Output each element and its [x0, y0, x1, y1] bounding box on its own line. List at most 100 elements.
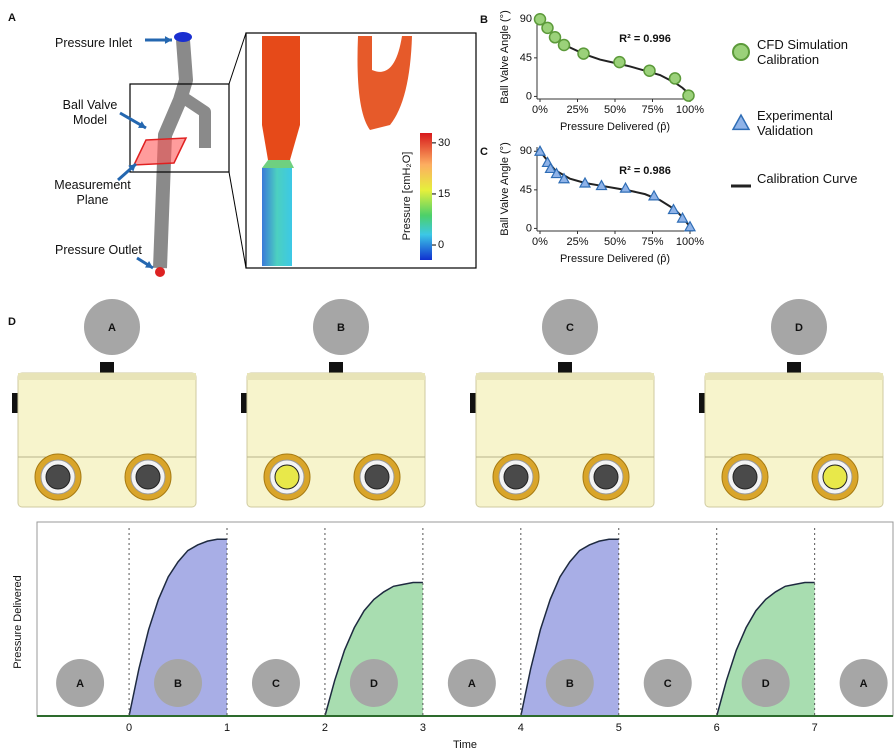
state-label: A — [108, 322, 116, 334]
port-ball — [364, 464, 390, 490]
valve-knob — [329, 362, 343, 374]
y-tick-label: 90 — [520, 13, 532, 25]
colorbar-tick-label: 15 — [438, 188, 450, 200]
arrow-head — [138, 121, 146, 128]
y-axis-label: Ball Valve Angle (°) — [499, 142, 511, 235]
phase-label: C — [664, 678, 672, 690]
y-tick-label: 0 — [526, 222, 532, 234]
tube — [180, 93, 211, 148]
state-label: D — [795, 322, 803, 334]
x-tick-label: 7 — [812, 722, 818, 734]
pressure-outlet-label: Pressure Outlet — [55, 243, 142, 257]
port-ball — [732, 464, 758, 490]
data-point — [595, 179, 608, 191]
x-tick-label: 2 — [322, 722, 328, 734]
phase-label: B — [174, 678, 182, 690]
pressure-inlet-label: Pressure Inlet — [55, 36, 133, 50]
phase-badge — [545, 659, 594, 707]
phase-badge — [56, 659, 105, 707]
x-tick-label: 0% — [532, 236, 548, 248]
colorbar-tick-label: 0 — [438, 239, 444, 251]
port-ball — [274, 464, 300, 490]
valve-top — [18, 373, 196, 380]
x-tick-label: 0% — [532, 104, 548, 116]
calibration-curve — [539, 18, 691, 96]
state-badge — [84, 299, 140, 355]
data-point — [557, 172, 571, 184]
data-point — [548, 31, 562, 44]
data-point — [643, 64, 656, 77]
data-point — [533, 145, 547, 156]
area-fill — [324, 582, 423, 716]
data-point — [619, 181, 632, 193]
phase-badge — [741, 659, 790, 707]
phase-label: A — [860, 678, 868, 690]
phase-badge — [643, 659, 692, 707]
port-ball — [822, 464, 848, 490]
x-tick-label: 75% — [641, 104, 663, 116]
phase-label: C — [272, 678, 280, 690]
pressure-curve — [324, 581, 423, 717]
tube — [153, 39, 193, 269]
phase-badge — [251, 659, 300, 707]
phase-badge — [349, 659, 398, 707]
flow-red — [357, 36, 412, 130]
colorbar-label: Pressure [cmH₂O] — [401, 152, 413, 241]
x-tick-label: 25% — [566, 104, 588, 116]
legend-text: CFD Simulation Calibration — [757, 37, 849, 67]
valve-side — [12, 393, 19, 413]
panel-label: D — [8, 316, 16, 328]
port-ball — [593, 464, 619, 490]
valve-knob — [558, 362, 572, 374]
phase-label: D — [762, 678, 770, 690]
phase-badge — [447, 659, 496, 707]
data-point — [668, 72, 682, 85]
valve-knob — [787, 362, 801, 374]
data-point — [647, 189, 661, 201]
valve-knob — [100, 362, 114, 374]
data-point — [577, 47, 590, 60]
zoom-box — [129, 83, 230, 173]
flow-mid — [262, 160, 294, 168]
y-axis-label: Pressure Delivered — [12, 575, 24, 669]
state-label: C — [566, 322, 574, 334]
flow-low — [262, 168, 292, 266]
x-tick-label: 0 — [126, 722, 132, 734]
ball-valve-label: Ball Valve Model — [62, 98, 118, 127]
x-tick-label: 1 — [224, 722, 230, 734]
panel-label: A — [8, 12, 16, 24]
area-fill — [129, 539, 228, 716]
arrow-head — [145, 261, 153, 268]
flow-red — [262, 36, 300, 160]
colorbar — [420, 133, 432, 260]
phase-label: D — [370, 678, 378, 690]
x-tick-label: 100% — [676, 236, 704, 248]
x-tick-label: 6 — [714, 722, 720, 734]
x-axis-label: Pressure Delivered (p̂) — [560, 253, 670, 265]
x-axis-label: Pressure Delivered (p̂) — [560, 121, 670, 133]
data-point — [676, 211, 689, 223]
valve-top — [247, 373, 425, 380]
panel-label: B — [480, 14, 488, 26]
data-point — [550, 167, 563, 179]
y-tick-label: 45 — [520, 52, 532, 64]
state-badge — [542, 299, 598, 355]
zoom-line — [228, 32, 247, 85]
valve-side — [241, 393, 248, 413]
phase-label: B — [566, 678, 574, 690]
y-tick-label: 45 — [520, 184, 532, 196]
data-point — [541, 21, 554, 35]
data-point — [557, 38, 571, 52]
data-point — [667, 203, 680, 215]
legend-text: Calibration Curve — [757, 171, 858, 186]
r-squared: R² = 0.986 — [619, 165, 671, 177]
data-point — [578, 176, 592, 188]
phase-badge — [154, 659, 203, 707]
valve-top — [705, 373, 883, 380]
area-fill — [520, 539, 619, 716]
y-tick-label: 0 — [526, 90, 532, 102]
x-axis-label: Time — [453, 739, 477, 751]
y-tick-label: 90 — [520, 145, 532, 157]
